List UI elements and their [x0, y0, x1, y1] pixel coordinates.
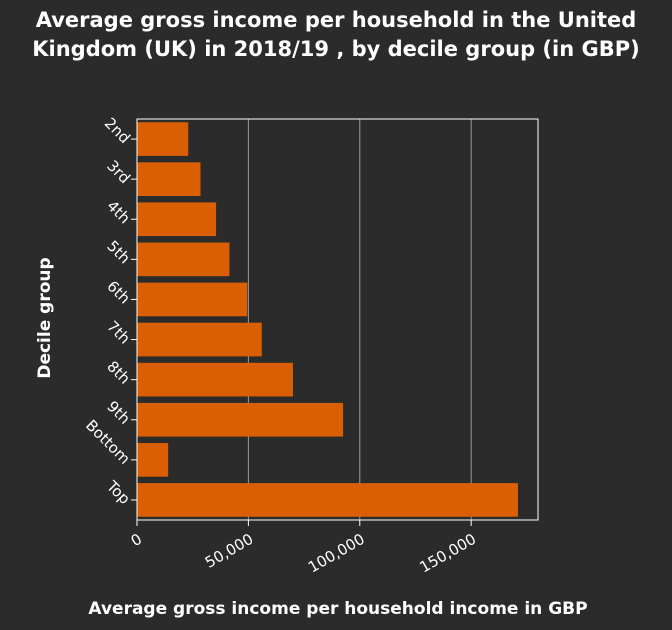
y-tick-label: 4th [103, 197, 133, 227]
bar-top [137, 483, 518, 517]
y-tick-label: 6th [103, 277, 133, 307]
y-tick-label: Bottom [82, 416, 134, 468]
bar-9th [137, 402, 344, 437]
plot-frame [136, 118, 539, 521]
x-tick-label: 0 [128, 530, 145, 550]
bar-6th [137, 282, 248, 317]
chart-title: Average gross income per household in th… [32, 8, 640, 61]
y-tick-label: Top [102, 477, 133, 508]
y-tick-label: 2nd [101, 114, 134, 147]
y-tick-label: 3rd [103, 157, 133, 187]
x-axis-label: Average gross income per household incom… [88, 599, 587, 619]
bar-7th [137, 322, 262, 357]
y-tick-label: 8th [103, 357, 133, 387]
bar-bottom [137, 443, 169, 477]
y-tick-label: 5th [103, 237, 133, 267]
y-tick-label: 7th [103, 317, 133, 347]
y-tick-label: 9th [103, 397, 133, 427]
bars [137, 122, 518, 517]
y-axis-label: Decile group [35, 257, 55, 378]
bar-2nd [137, 122, 189, 156]
bar-5th [137, 242, 230, 277]
bar-3rd [137, 162, 201, 196]
x-tick-label: 150,000 [416, 530, 479, 577]
bar-4th [137, 202, 217, 237]
x-axis-ticks: 0 50,000 100,000 150,000 [128, 520, 479, 576]
x-tick-label: 50,000 [202, 530, 256, 572]
x-tick-label: 100,000 [305, 530, 368, 577]
grid-lines [247, 119, 472, 520]
bar-8th [137, 362, 293, 397]
